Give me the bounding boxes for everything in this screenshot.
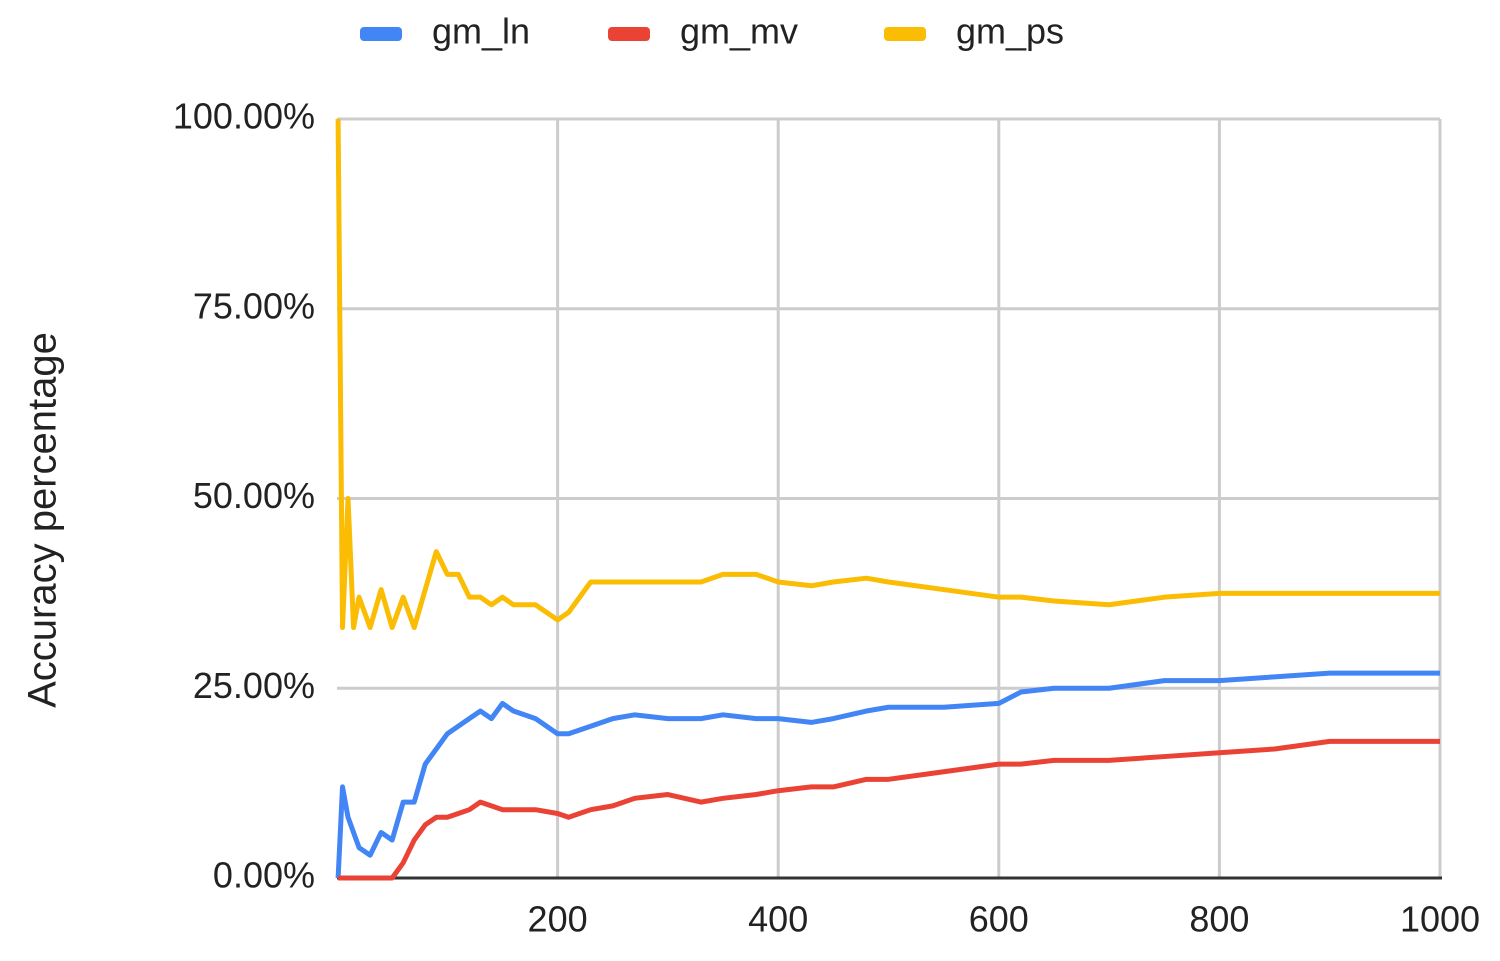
legend-swatch — [608, 27, 650, 41]
x-tick-label: 200 — [528, 899, 588, 940]
y-tick-label: 100.00% — [173, 96, 315, 137]
series-line — [335, 670, 1440, 879]
y-axis-label: Accuracy percentage — [21, 332, 65, 708]
y-tick-label: 0.00% — [213, 855, 315, 896]
legend-label: gm_mv — [680, 11, 798, 52]
legend-swatch — [360, 27, 402, 41]
series-line — [338, 738, 1440, 881]
legend-swatch — [884, 27, 926, 41]
x-tick-label: 800 — [1189, 899, 1249, 940]
series-line — [335, 118, 1440, 631]
x-tick-label: 1000 — [1400, 899, 1480, 940]
x-tick-label: 400 — [748, 899, 808, 940]
legend-label: gm_ps — [956, 11, 1064, 52]
y-tick-label: 50.00% — [193, 475, 315, 516]
legend-label: gm_ln — [432, 11, 530, 52]
x-tick-label: 600 — [969, 899, 1029, 940]
y-tick-label: 25.00% — [193, 665, 315, 706]
y-tick-label: 75.00% — [193, 285, 315, 326]
